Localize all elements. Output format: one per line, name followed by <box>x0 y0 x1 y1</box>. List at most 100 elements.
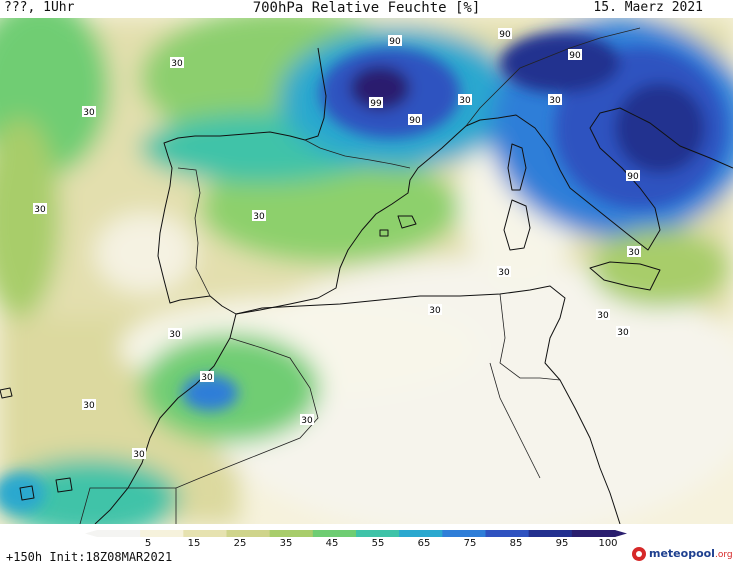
contour-label: 30 <box>83 108 95 118</box>
color-legend: 5 15 25 35 45 55 65 75 85 95 100 <box>85 530 627 548</box>
contour-label-italy-north-90: 90 <box>568 49 582 61</box>
contour-label: 30 <box>201 373 213 383</box>
legend-tick-label: 55 <box>372 538 385 548</box>
contour-label-alps-90: 90 <box>498 28 512 40</box>
field-adriatic-peak <box>615 83 705 173</box>
mallorca-coast <box>397 215 417 229</box>
border-france-spain <box>304 139 411 169</box>
legend-tick-label: 100 <box>598 538 617 548</box>
meteopool-logo[interactable]: meteopool.org <box>632 545 733 565</box>
legend-tick-labels: 5 15 25 35 45 55 65 75 85 95 100 <box>145 538 618 548</box>
forecast-init-label: +150h Init:18Z08MAR2021 <box>6 550 173 564</box>
humidity-field <box>0 18 733 524</box>
contour-label: 90 <box>499 30 511 40</box>
contour-label-west-30: 30 <box>33 203 47 215</box>
border-algeria-libya <box>489 362 541 479</box>
legend-tick-label: 5 <box>145 538 151 548</box>
contour-label-morocco-coast-30: 30 <box>82 399 96 411</box>
contour-label: 99 <box>370 99 382 109</box>
legend-tick-label: 95 <box>556 538 569 548</box>
contour-label: 30 <box>34 205 46 215</box>
border-spain-portugal <box>177 167 211 297</box>
contour-label-lyon-30: 30 <box>458 94 472 106</box>
legend-swatch <box>485 530 530 537</box>
legend-tick-label: 45 <box>326 538 339 548</box>
contour-label-tunisia-south-30: 30 <box>616 326 630 338</box>
contour-label-gibraltar-30: 30 <box>168 328 182 340</box>
contour-label: 90 <box>389 37 401 47</box>
canary-island-1 <box>19 485 35 501</box>
contour-label-atlas-30: 30 <box>200 371 214 383</box>
contour-label-south-morocco-30: 30 <box>132 448 146 460</box>
border-morocco-algeria <box>175 337 319 524</box>
field-lisbon-dry <box>95 213 195 293</box>
map-title: 700hPa Relative Feuchte [%] <box>252 0 481 16</box>
field-west-moist <box>0 118 60 318</box>
brand-tld-text: .org <box>714 550 733 560</box>
contour-label-france-99: 99 <box>369 97 383 109</box>
border-alps <box>465 27 641 127</box>
legend-swatch <box>97 530 141 537</box>
legend-swatch <box>269 530 314 537</box>
contour-label: 30 <box>83 401 95 411</box>
contour-label-south-france-90: 90 <box>408 114 422 126</box>
legend-swatch <box>356 530 400 537</box>
contour-label-south-italy-90: 90 <box>626 170 640 182</box>
morocco-atlantic-coast <box>94 313 237 524</box>
legend-tick-label: 35 <box>280 538 293 548</box>
country-borders <box>79 27 641 524</box>
border-algeria-tunisia <box>499 293 561 381</box>
legend-swatch <box>399 530 443 537</box>
contour-label: 30 <box>171 59 183 69</box>
contour-label-madrid-30: 30 <box>252 210 266 222</box>
legend-swatch <box>312 530 357 537</box>
contour-label: 30 <box>628 248 640 258</box>
ibiza-coast <box>379 229 389 237</box>
contour-labels: 90 90 90 99 90 30 30 30 30 30 30 30 90 3… <box>33 28 641 460</box>
contour-label: 30 <box>549 96 561 106</box>
contour-label: 30 <box>301 416 313 426</box>
brand-name-text: meteopool <box>649 547 715 560</box>
corsica-coast <box>507 143 527 191</box>
valid-date-label: 15. Maerz 2021 <box>593 0 703 15</box>
meteopool-logo-icon <box>632 547 646 561</box>
contour-label: 30 <box>498 268 510 278</box>
border-western-sahara <box>79 487 176 524</box>
field-alps-peak <box>500 33 620 93</box>
sicily-coast <box>589 261 661 291</box>
contour-label-algeria-coast-30: 30 <box>428 304 442 316</box>
contour-label-algeria-west-30: 30 <box>300 414 314 426</box>
coastlines <box>0 47 733 524</box>
contour-label: 90 <box>627 172 639 182</box>
contour-label: 30 <box>459 96 471 106</box>
weekday-hour-label: ???, 1Uhr <box>4 0 75 15</box>
north-africa-coast <box>235 285 621 524</box>
contour-label-tyrrhenian-30: 30 <box>497 266 511 278</box>
contour-label-atlantic-30: 30 <box>82 106 96 118</box>
contour-label: 30 <box>169 330 181 340</box>
contour-label: 90 <box>409 116 421 126</box>
contour-label: 30 <box>133 450 145 460</box>
contour-label: 30 <box>429 306 441 316</box>
legend-swatch <box>442 530 486 537</box>
field-france-peak <box>350 66 410 110</box>
legend-swatch <box>571 530 616 537</box>
sardinia-coast <box>503 199 531 251</box>
contour-label-ligurian-30: 30 <box>548 94 562 106</box>
legend-tick-label: 85 <box>510 538 523 548</box>
contour-label-sicily-30: 30 <box>627 246 641 258</box>
legend-tick-label: 75 <box>464 538 477 548</box>
legend-min-arrow <box>85 530 97 537</box>
canary-island-2 <box>55 477 73 493</box>
contour-label-france-90: 90 <box>388 35 402 47</box>
legend-swatch <box>183 530 227 537</box>
humidity-map[interactable]: 90 90 90 99 90 30 30 30 30 30 30 30 90 3… <box>0 18 733 524</box>
legend-swatch <box>226 530 271 537</box>
field-sicily-moist <box>590 228 730 308</box>
contour-label: 30 <box>253 212 265 222</box>
contour-label-biscay-30: 30 <box>170 57 184 69</box>
legend-swatch <box>140 530 184 537</box>
legend-tick-label: 65 <box>418 538 431 548</box>
legend-tick-label: 15 <box>188 538 201 548</box>
legend-bar <box>85 530 627 537</box>
